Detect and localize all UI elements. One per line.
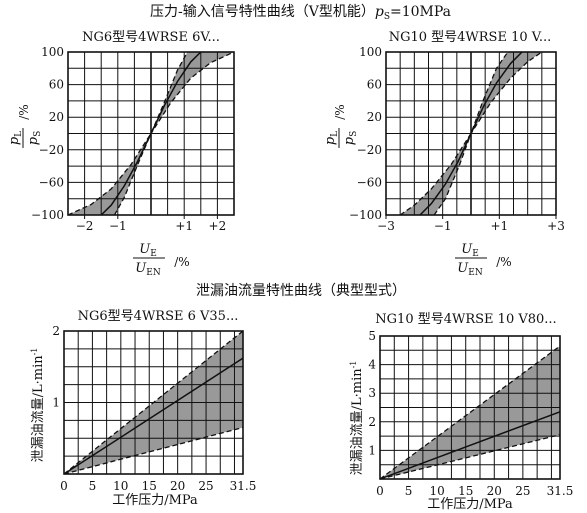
y-tick-label: 3: [368, 386, 376, 400]
chart-subtitle: NG6型号4WRSE 6 V35...: [78, 309, 239, 324]
y-tick-label: 5: [368, 329, 376, 343]
top-left-ylabel: pL pS /%: [7, 104, 43, 148]
y-tick-label: 20: [367, 110, 382, 124]
y-tick-label: 2: [52, 324, 60, 338]
band-lower-line: [63, 426, 244, 475]
y-tick-label: 60: [49, 78, 64, 92]
svg-text:pS: pS: [342, 131, 359, 146]
plot-frame: [67, 51, 235, 216]
x-tick-label: 20: [487, 484, 502, 498]
x-tick-label: 31.5: [547, 484, 574, 498]
chart-subtitle: NG10 型号4WRSE 10 V...: [389, 30, 552, 45]
band-upper-line: [67, 51, 189, 216]
chart-ng10-leakage: NG10 型号4WRSE 10 V80... 0 5 10 15 20 25 31.5 1 2 3 4…: [368, 312, 573, 498]
chart-ng6-leakage: NG6型号4WRSE 6 V35... 0 5 10 15 20 25 31.5 1 2: [52, 309, 256, 493]
x-tick-label: +3: [547, 219, 565, 233]
band-upper-line: [379, 345, 561, 480]
y-tick-label: −100: [349, 208, 382, 222]
y-tick-label: 60: [367, 78, 382, 92]
band-upper-line: [63, 330, 244, 475]
x-tick-label: 31.5: [230, 479, 257, 493]
svg-text:pL: pL: [7, 131, 24, 145]
svg-text:/%: /%: [17, 104, 31, 119]
y-tick-label: −60: [39, 175, 64, 189]
svg-text:/%: /%: [333, 104, 347, 119]
y-tick-label: −60: [357, 175, 382, 189]
chart-ng10-pressure-signal: NG10 型号4WRSE 10 V... −3 −1 +1 +3 −100 −60 −20 20…: [349, 30, 565, 233]
bottom-right-ylabel: 泄漏油流量/L·min-1: [349, 361, 365, 476]
bottom-right-xlabel: 工作压力/MPa: [427, 497, 513, 512]
x-tick-label: −1: [434, 219, 452, 233]
chart-subtitle: NG10 型号4WRSE 10 V80...: [375, 312, 556, 327]
y-tick-label: −20: [357, 143, 382, 157]
svg-text:UEN: UEN: [457, 261, 483, 278]
x-tick-label: 20: [170, 479, 185, 493]
nominal-line: [63, 357, 244, 475]
x-tick-label: 15: [142, 479, 157, 493]
x-tick-label: 10: [113, 479, 128, 493]
x-tick-label: 5: [89, 479, 97, 493]
y-tick-label: 1: [368, 443, 376, 457]
y-tick-label: −20: [39, 143, 64, 157]
svg-text:UE: UE: [461, 242, 479, 259]
x-tick-label: 0: [60, 479, 68, 493]
x-tick-label: −1: [109, 219, 127, 233]
band-lower-line: [433, 51, 543, 216]
bottom-left-ylabel: 泄漏油流量/L·min-1: [30, 348, 46, 463]
x-tick-label: +1: [175, 219, 193, 233]
x-tick-label: +1: [490, 219, 508, 233]
svg-text:pS: pS: [26, 131, 43, 146]
y-tick-label: 100: [359, 45, 382, 59]
bottom-section-title: 泄漏油流量特性曲线（典型型式）: [196, 283, 406, 299]
top-left-xlabel: UE UEN /%: [133, 242, 190, 278]
chart-subtitle: NG6型号4WRSE 6V...: [82, 30, 220, 45]
plot-frame: [379, 335, 561, 480]
nominal-line: [419, 51, 523, 216]
x-tick-label: 5: [405, 484, 413, 498]
y-tick-label: 1: [52, 396, 60, 410]
band-lower-line: [113, 51, 235, 216]
x-tick-label: −3: [377, 219, 395, 233]
band-upper-line: [399, 51, 509, 216]
bottom-left-xlabel: 工作压力/MPa: [112, 493, 198, 508]
nominal-line: [100, 51, 202, 216]
svg-text:泄漏油流量/L·min-1: 泄漏油流量/L·min-1: [30, 348, 46, 463]
top-section-title: 压力-输入信号特性曲线（V型机能）pS=10MPa: [150, 4, 451, 22]
svg-text:泄漏油流量/L·min-1: 泄漏油流量/L·min-1: [349, 361, 365, 476]
plot-frame: [63, 330, 244, 475]
y-tick-label: 20: [49, 110, 64, 124]
band-lower-line: [379, 434, 561, 480]
x-tick-label: 10: [430, 484, 445, 498]
x-tick-label: 25: [198, 479, 213, 493]
grid: [379, 335, 561, 480]
svg-text:/%: /%: [496, 255, 511, 269]
x-tick-label: 25: [515, 484, 530, 498]
svg-text:UEN: UEN: [135, 261, 161, 278]
y-tick-label: −100: [31, 208, 64, 222]
x-tick-label: −2: [76, 219, 94, 233]
nominal-line: [379, 411, 561, 480]
x-tick-label: 0: [376, 484, 384, 498]
svg-text:pL: pL: [323, 131, 340, 145]
svg-text:UE: UE: [139, 242, 157, 259]
chart-ng6-pressure-signal: NG6型号4WRSE 6V... −2 −1 +1 +2 −100 −60 −20 20 60 10…: [31, 30, 235, 233]
top-right-xlabel: UE UEN /%: [455, 242, 512, 278]
svg-text:/%: /%: [174, 255, 189, 269]
plot-frame: [385, 51, 557, 216]
y-tick-label: 2: [368, 415, 376, 429]
y-tick-label: 4: [368, 358, 376, 372]
y-tick-label: 100: [41, 45, 64, 59]
x-tick-label: +2: [209, 219, 227, 233]
x-tick-label: 15: [458, 484, 473, 498]
top-right-ylabel: pL pS /%: [323, 104, 359, 148]
